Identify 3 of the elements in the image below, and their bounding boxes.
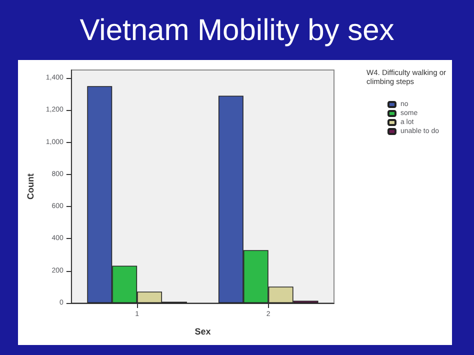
y-axis-title: Count: [26, 174, 36, 200]
x-axis-title: Sex: [194, 326, 211, 336]
chart-title: Vietnam Mobility by sex: [78, 14, 396, 48]
